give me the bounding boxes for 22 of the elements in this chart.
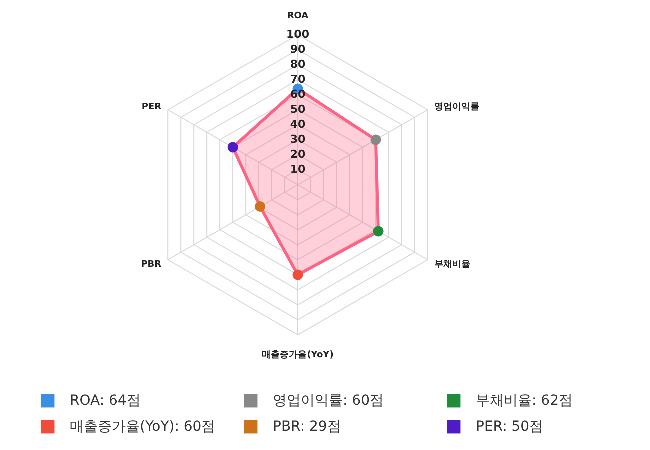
text: PBR: 29점 bbox=[273, 419, 342, 435]
spoke-label: 영업이익률 bbox=[434, 102, 480, 112]
spoke-label: PER bbox=[142, 102, 162, 112]
y-tick-label: 40 bbox=[290, 118, 306, 131]
y-tick-label: 50 bbox=[290, 103, 306, 116]
text: 부채비율: 62점 bbox=[476, 393, 573, 409]
text: 영업이익률: 60점 bbox=[273, 393, 384, 409]
spoke-label: 부채비율 bbox=[434, 260, 470, 270]
y-tick-label: 30 bbox=[290, 133, 306, 146]
y-tick-label: 70 bbox=[290, 73, 306, 86]
spoke-label: ROA bbox=[287, 12, 309, 22]
y-tick-label: 90 bbox=[290, 43, 306, 56]
y-tick-label: 20 bbox=[290, 148, 306, 161]
y-tick-label: 10 bbox=[290, 163, 306, 176]
text: ROA: 64점 bbox=[70, 393, 141, 409]
y-tick-label: 100 bbox=[286, 28, 310, 41]
y-tick-label: 80 bbox=[290, 58, 306, 71]
y-tick-label: 60 bbox=[290, 88, 306, 101]
text: 매출증가율(YoY): 60점 bbox=[70, 419, 216, 435]
text: PER: 50점 bbox=[476, 419, 544, 435]
spoke-label: 매출증가율(YoY) bbox=[262, 350, 334, 360]
spoke-label: PBR bbox=[141, 260, 162, 270]
